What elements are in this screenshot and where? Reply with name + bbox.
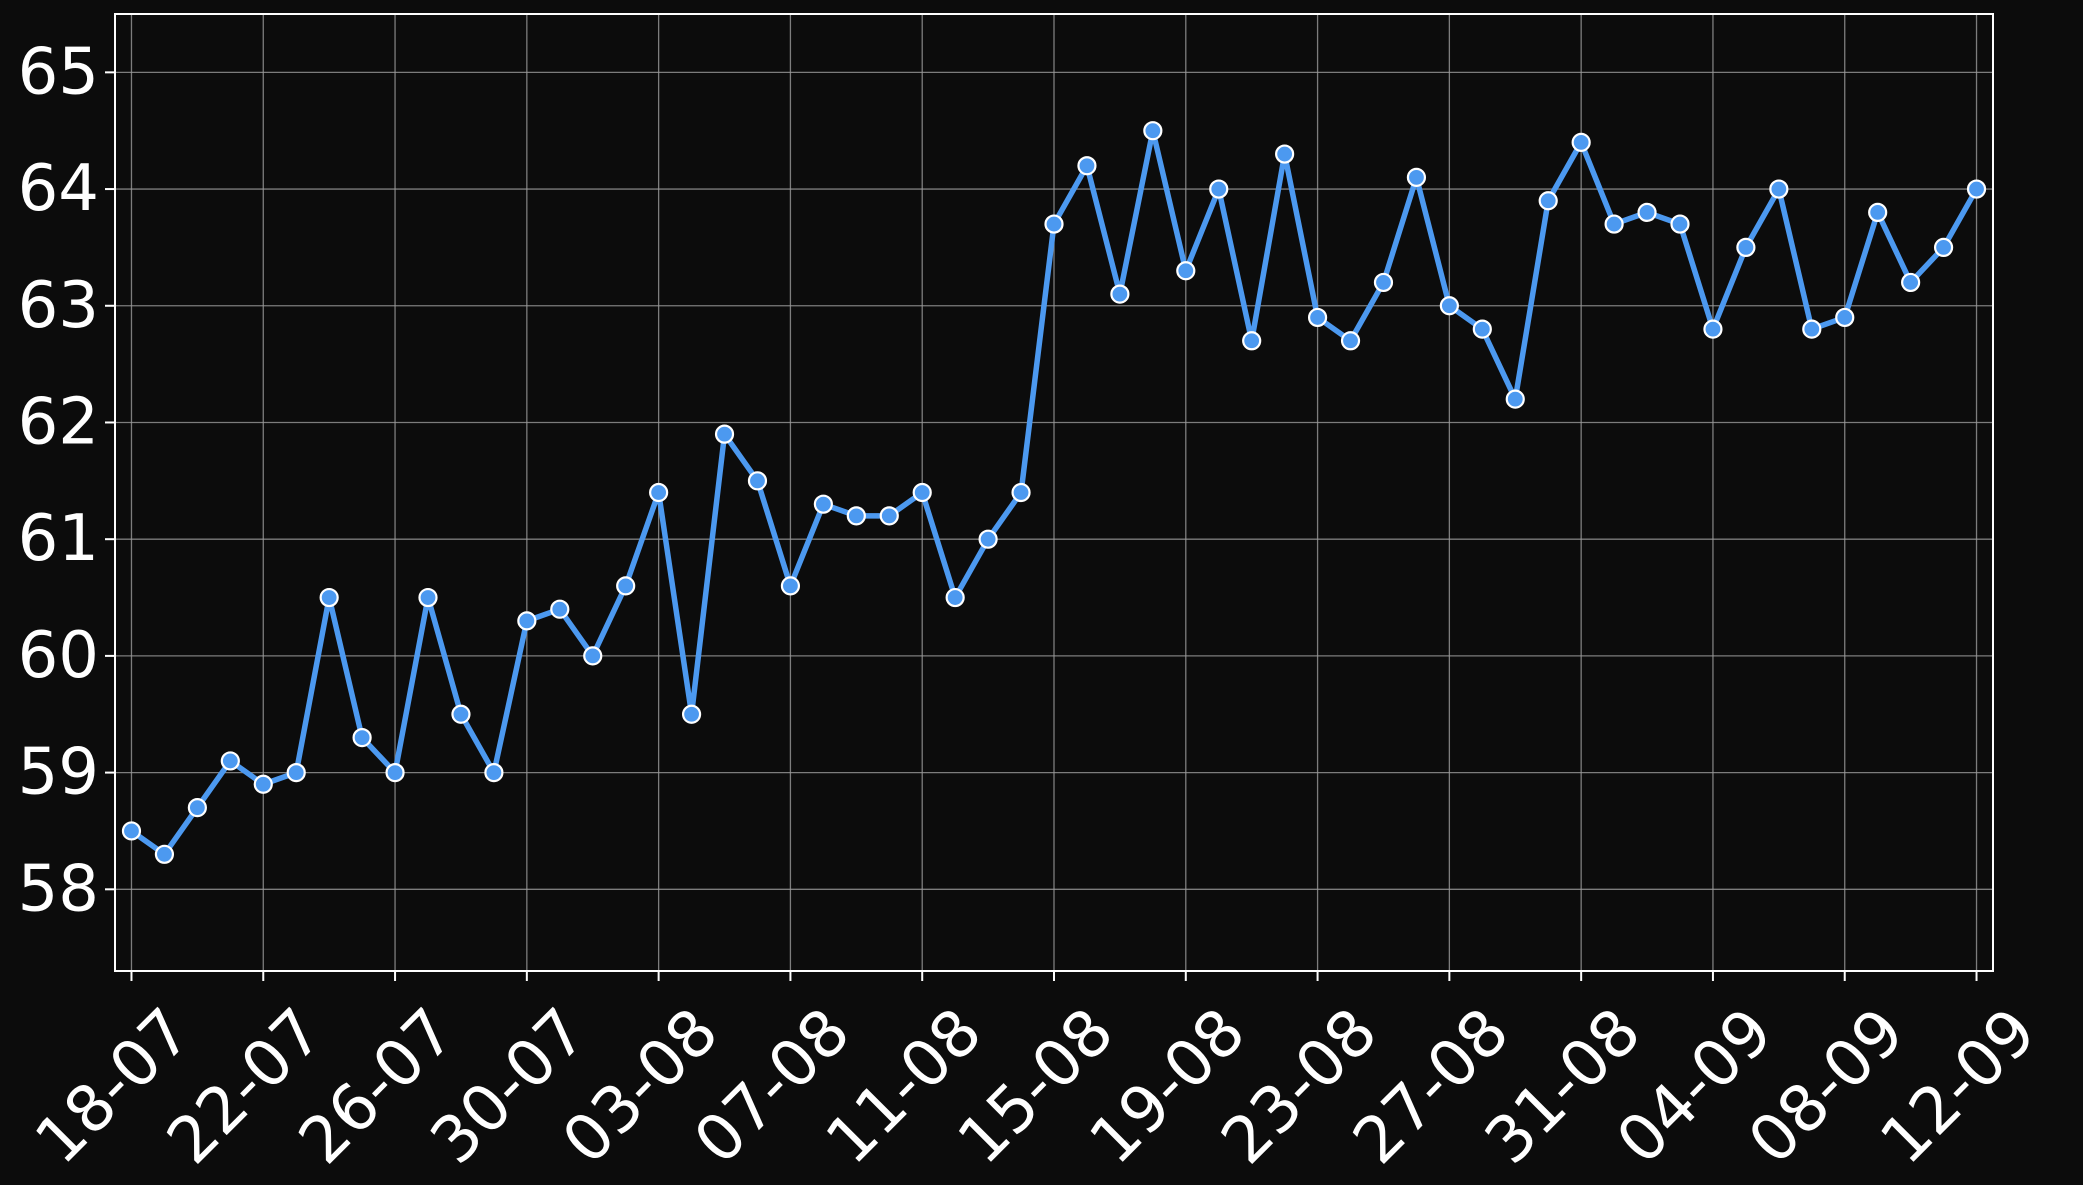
data-point (978, 529, 998, 549)
data-point (583, 646, 603, 666)
grid (115, 14, 1993, 971)
data-point (517, 611, 537, 631)
data-point (846, 506, 866, 526)
data-point (1868, 202, 1888, 222)
x-axis: 18-0722-0726-0730-0703-0807-0811-0815-08… (22, 971, 2051, 1179)
data-points (121, 121, 1987, 864)
y-tick-label: 59 (18, 736, 99, 810)
y-tick-label: 60 (18, 619, 99, 693)
data-point (1933, 237, 1954, 258)
data-point (879, 506, 899, 526)
data-point (220, 751, 240, 771)
data-point (1769, 179, 1789, 199)
data-point (1340, 331, 1361, 351)
y-tick-label: 65 (18, 35, 99, 109)
data-point (1604, 214, 1624, 234)
data-point (451, 704, 471, 724)
data-point (1077, 156, 1097, 176)
data-point (154, 844, 175, 864)
data-point (1736, 237, 1756, 258)
data-point (286, 762, 306, 783)
data-point (253, 774, 273, 794)
data-point (616, 576, 636, 596)
data-point (1901, 272, 1921, 293)
data-point (813, 494, 833, 514)
data-point (1176, 261, 1196, 281)
data-point (1044, 214, 1064, 234)
data-point (780, 576, 801, 596)
data-point (418, 587, 438, 608)
data-point (1637, 202, 1657, 222)
data-point (121, 821, 142, 841)
data-point (681, 704, 702, 724)
data-point (1209, 179, 1229, 199)
data-point (1143, 121, 1163, 141)
data-point (1538, 191, 1558, 211)
data-point (1110, 284, 1130, 304)
x-tick-label: 12-09 (1867, 995, 2051, 1179)
data-point (1571, 132, 1591, 152)
data-point (319, 587, 339, 608)
data-point (1439, 296, 1459, 316)
y-tick-label: 58 (18, 852, 99, 926)
data-point (1505, 389, 1525, 409)
data-point (714, 424, 735, 444)
data-point (1802, 319, 1822, 339)
y-axis: 58 59 60 61 62 63 64 65 (18, 35, 115, 926)
data-point (1835, 307, 1855, 328)
data-point (352, 727, 372, 748)
data-point (912, 482, 932, 503)
data-point (1472, 319, 1492, 339)
data-point (945, 587, 965, 608)
data-point (1242, 331, 1262, 351)
data-point (1373, 272, 1394, 293)
data-point (1275, 144, 1295, 164)
y-tick-label: 62 (18, 385, 99, 459)
data-point (1406, 167, 1427, 187)
data-point (550, 599, 570, 619)
data-point (484, 762, 504, 783)
data-point (385, 762, 405, 783)
data-point (1307, 307, 1328, 328)
data-point (747, 471, 768, 491)
data-point (1966, 179, 1987, 199)
y-tick-label: 63 (18, 269, 99, 343)
data-point (187, 798, 207, 818)
y-tick-label: 64 (18, 152, 99, 226)
data-point (1670, 214, 1690, 234)
data-point (1011, 482, 1031, 503)
y-tick-label: 61 (18, 502, 99, 576)
data-point (1703, 319, 1723, 339)
data-point (649, 482, 669, 503)
